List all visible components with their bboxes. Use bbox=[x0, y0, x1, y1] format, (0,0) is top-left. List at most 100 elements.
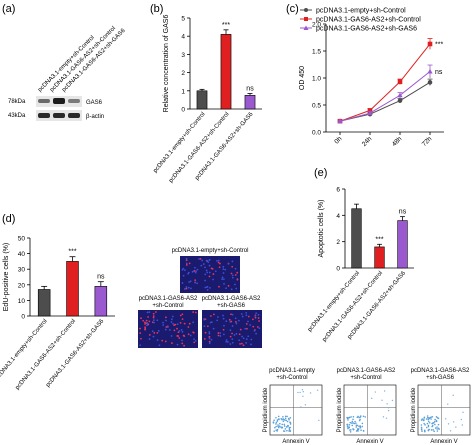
cell-dot bbox=[165, 326, 168, 328]
data-point bbox=[427, 68, 433, 74]
event-dot bbox=[438, 428, 440, 430]
panel-label-e: (e) bbox=[314, 167, 327, 179]
flow-x-label: Annexin V bbox=[282, 439, 309, 445]
event-dot bbox=[304, 404, 307, 406]
flow-plot-frame bbox=[269, 384, 323, 436]
cell-dot bbox=[153, 332, 156, 334]
event-dot bbox=[276, 419, 279, 421]
cell-dot bbox=[226, 341, 229, 343]
cell-dot bbox=[145, 319, 148, 322]
cell-dot bbox=[252, 325, 255, 328]
y-tick-label: 2.0 bbox=[312, 22, 321, 29]
event-dot bbox=[281, 418, 283, 421]
bar bbox=[374, 246, 385, 269]
cell-dot bbox=[225, 287, 227, 290]
cell-dot bbox=[258, 327, 261, 330]
cell-dot bbox=[253, 329, 256, 332]
event-dot bbox=[302, 395, 304, 397]
flow-plot-frame bbox=[343, 384, 397, 436]
series-line bbox=[339, 43, 431, 122]
chart-c-od450: 0.0 0.5 1.0 1.5 2.0 0h 24h 48h 72h OD 450 *** ns pcD… bbox=[299, 8, 444, 148]
significance-label: ns bbox=[399, 209, 407, 216]
event-dot bbox=[283, 423, 286, 426]
cell-dot bbox=[152, 335, 155, 338]
event-dot bbox=[286, 426, 288, 428]
flow-x-label: Annexin V bbox=[430, 439, 457, 445]
bar bbox=[196, 90, 208, 110]
y-axis-title: EdU-positive cells (%) bbox=[3, 243, 10, 311]
event-dot bbox=[358, 419, 361, 422]
flow-y-label: Propidium iodide bbox=[411, 387, 417, 432]
cell-dot bbox=[231, 341, 234, 344]
panel-label-d: (d) bbox=[2, 213, 15, 225]
cell-dot bbox=[199, 258, 202, 260]
band-gas6-lane1 bbox=[38, 99, 50, 103]
cell-dot bbox=[185, 259, 188, 262]
event-dot bbox=[309, 392, 312, 394]
cell-dot bbox=[247, 315, 250, 318]
cell-dot bbox=[229, 335, 232, 338]
cell-dot bbox=[250, 338, 253, 341]
event-dot bbox=[357, 415, 359, 418]
flow-caption: pcDNA3.1-GAS6-AS2 bbox=[337, 368, 396, 374]
data-point bbox=[427, 41, 433, 47]
cell-dot bbox=[229, 329, 232, 332]
cell-dot bbox=[187, 326, 190, 328]
cell-dot bbox=[231, 274, 234, 277]
band-label-actin: β-actin bbox=[86, 114, 104, 120]
data-point bbox=[367, 110, 373, 116]
y-tick-label: 5 bbox=[181, 16, 185, 23]
cell-dot bbox=[224, 268, 227, 271]
cell-dot bbox=[234, 267, 237, 270]
cell-dot bbox=[185, 262, 188, 265]
cell-dot bbox=[218, 266, 221, 269]
event-dot bbox=[275, 425, 277, 428]
x-tick-label: 48h bbox=[391, 135, 404, 148]
event-dot bbox=[423, 418, 425, 420]
event-dot bbox=[430, 416, 432, 419]
event-dot bbox=[284, 428, 287, 430]
event-dot bbox=[273, 430, 276, 432]
event-dot bbox=[374, 391, 376, 393]
cell-dot bbox=[165, 316, 167, 319]
cell-dot bbox=[198, 258, 200, 260]
event-dot bbox=[272, 422, 275, 424]
y-axis-title: OD 450 bbox=[299, 66, 306, 90]
cell-dot bbox=[242, 337, 245, 340]
event-dot bbox=[430, 429, 433, 431]
y-tick-label: 10 bbox=[18, 298, 26, 305]
cell-dot bbox=[235, 287, 238, 290]
cell-dot bbox=[187, 286, 190, 289]
edu-image-3 bbox=[202, 310, 262, 348]
data-point bbox=[337, 118, 343, 124]
significance-label: ns bbox=[246, 86, 254, 93]
y-tick-label: 4 bbox=[336, 213, 340, 220]
cell-dot bbox=[235, 332, 238, 335]
cell-dot bbox=[178, 337, 181, 339]
cell-dot bbox=[212, 278, 214, 281]
cell-dot bbox=[217, 332, 220, 334]
cell-dot bbox=[154, 311, 157, 313]
event-dot bbox=[427, 416, 429, 419]
event-dot bbox=[425, 418, 428, 420]
cell-dot bbox=[182, 334, 185, 337]
cell-dot bbox=[183, 322, 186, 325]
cell-dot bbox=[234, 274, 237, 276]
cell-dot bbox=[183, 269, 186, 272]
legend-label: pcDNA3.1-GAS6-AS2+sh-Control bbox=[316, 17, 421, 24]
cell-dot bbox=[144, 321, 146, 324]
cell-dot bbox=[181, 330, 184, 333]
edu-caption-3b: +sh-GAS6 bbox=[217, 303, 246, 309]
event-dot bbox=[437, 417, 440, 420]
bar bbox=[37, 289, 51, 317]
cell-dot bbox=[208, 331, 211, 333]
cell-dot bbox=[238, 333, 241, 336]
y-tick-label: 0 bbox=[181, 107, 185, 114]
edu-caption-2: pcDNA3.1-GAS6-AS2 bbox=[139, 296, 198, 302]
cell-dot bbox=[227, 284, 230, 287]
event-dot bbox=[350, 429, 352, 431]
bar bbox=[397, 220, 408, 269]
y-tick-label: 4 bbox=[181, 34, 185, 41]
event-dot bbox=[383, 390, 386, 392]
cell-dot bbox=[170, 318, 173, 321]
